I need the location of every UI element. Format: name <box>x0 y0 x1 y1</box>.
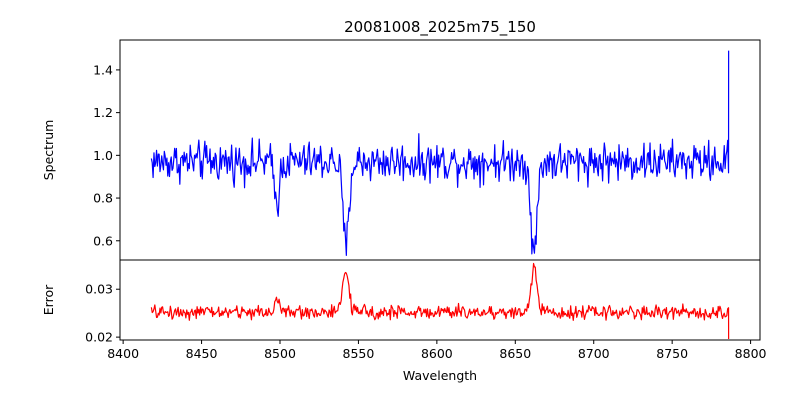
error-y-tick-label: 0.02 <box>85 330 113 345</box>
spectrum-y-tick-label: 0.6 <box>93 233 113 248</box>
spectrum-y-ticks: 0.6 0.8 1.0 1.2 1.4 <box>93 62 120 248</box>
chart-title: 20081008_2025m75_150 <box>344 18 536 37</box>
error-series <box>150 262 730 340</box>
error-line <box>150 262 730 340</box>
spectrum-y-tick-label: 1.0 <box>93 148 113 163</box>
spectrum-y-tick-label: 1.2 <box>93 105 113 120</box>
error-panel-frame <box>119 259 761 341</box>
spectrum-y-label: Spectrum <box>41 120 56 181</box>
spectrum-y-tick-label: 1.4 <box>93 62 113 77</box>
x-tick-label: 8650 <box>499 346 531 361</box>
error-y-label: Error <box>41 284 56 315</box>
spectrum-y-tick-label: 0.8 <box>93 191 113 206</box>
error-y-tick-label: 0.03 <box>85 282 113 297</box>
x-axis-ticks: 8400 8450 8500 8550 8600 8650 8700 8750 8800 <box>107 340 767 361</box>
spectrum-panel: Spectrum 0.6 0.8 1.0 1.2 1.4 <box>41 39 761 261</box>
error-y-ticks: 0.02 0.03 <box>85 282 120 345</box>
spectrum-series <box>150 50 730 257</box>
x-tick-label: 8550 <box>343 346 375 361</box>
x-tick-label: 8600 <box>421 346 453 361</box>
x-tick-label: 8500 <box>264 346 296 361</box>
x-tick-label: 8450 <box>186 346 218 361</box>
error-panel: Error 0.02 0.03 <box>41 259 761 345</box>
x-tick-label: 8750 <box>656 346 688 361</box>
x-axis-label: Wavelength <box>403 368 477 383</box>
x-tick-label: 8400 <box>107 346 139 361</box>
x-tick-label: 8800 <box>735 346 767 361</box>
x-tick-label: 8700 <box>578 346 610 361</box>
spectrum-line <box>150 50 730 257</box>
